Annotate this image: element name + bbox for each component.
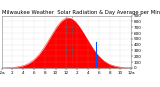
Text: Milwaukee Weather  Solar Radiation & Day Average per Minute W/m2 (Today): Milwaukee Weather Solar Radiation & Day … (2, 10, 160, 15)
